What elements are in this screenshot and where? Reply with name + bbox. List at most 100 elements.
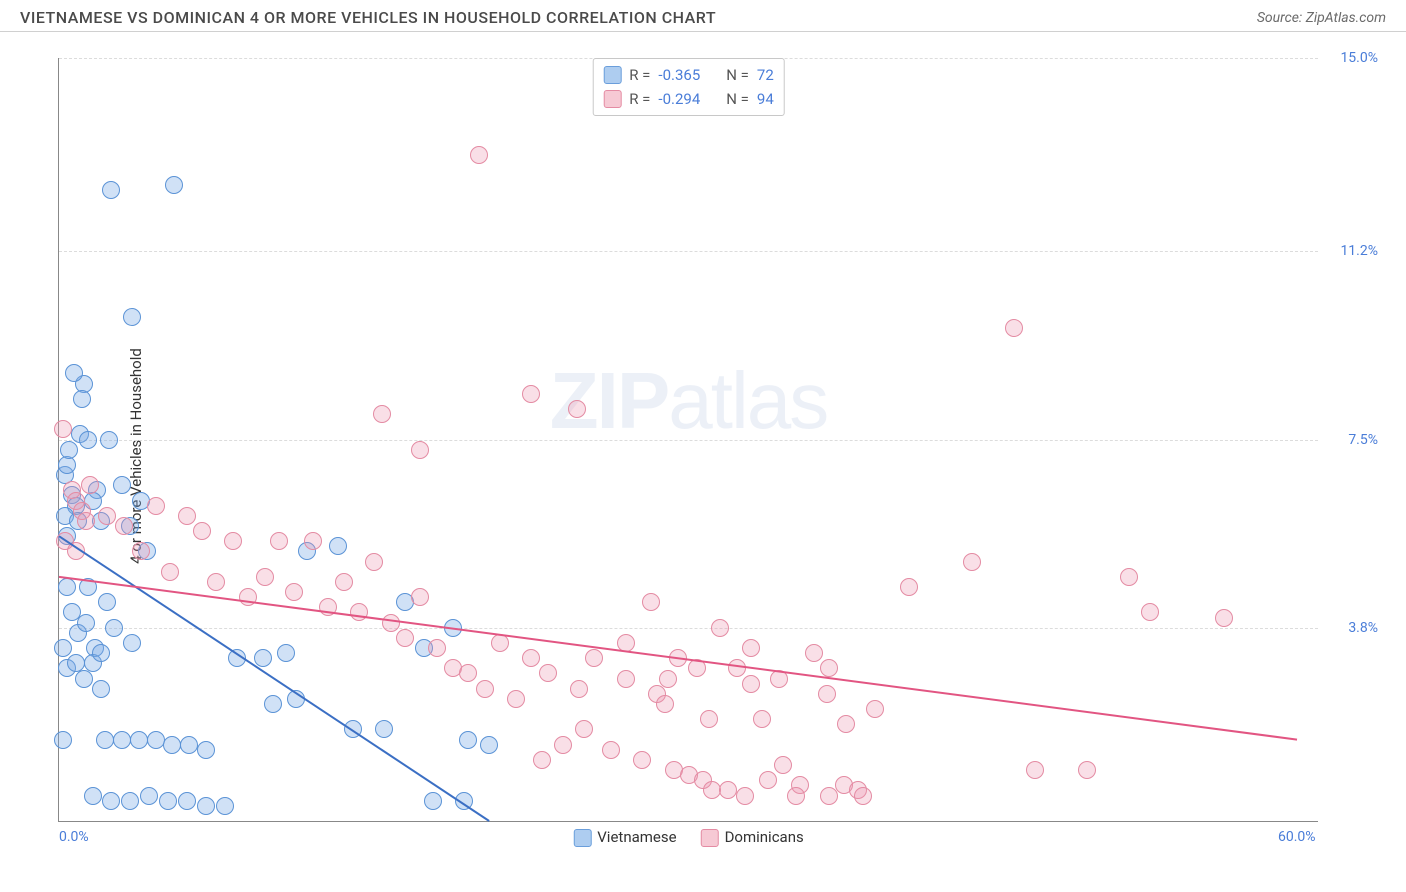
data-point xyxy=(617,634,635,652)
data-point xyxy=(132,542,150,560)
data-point xyxy=(522,649,540,667)
data-point xyxy=(491,634,509,652)
data-point xyxy=(140,787,158,805)
data-point xyxy=(161,563,179,581)
data-point xyxy=(207,573,225,591)
data-point xyxy=(123,634,141,652)
x-tick-label: 0.0% xyxy=(59,829,89,845)
watermark-zip: ZIP xyxy=(550,356,668,445)
data-point xyxy=(60,441,78,459)
data-point xyxy=(197,741,215,759)
data-point xyxy=(67,542,85,560)
data-point xyxy=(123,308,141,326)
legend-label: Vietnamese xyxy=(597,828,676,846)
data-point xyxy=(1078,761,1096,779)
data-point xyxy=(480,736,498,754)
data-point xyxy=(476,680,494,698)
data-point xyxy=(1120,568,1138,586)
data-point xyxy=(147,497,165,515)
data-point xyxy=(455,792,473,810)
data-point xyxy=(96,731,114,749)
chart-container: 4 or more Vehicles in Household ZIPatlas… xyxy=(20,40,1386,872)
stat-row: R =-0.365N =72 xyxy=(603,63,774,87)
x-tick-label: 60.0% xyxy=(1278,829,1316,845)
data-point xyxy=(193,522,211,540)
data-point xyxy=(736,787,754,805)
legend-swatch xyxy=(573,829,591,847)
data-point xyxy=(411,441,429,459)
data-point xyxy=(470,146,488,164)
data-point xyxy=(77,512,95,530)
data-point xyxy=(820,787,838,805)
data-point xyxy=(228,649,246,667)
data-point xyxy=(79,431,97,449)
data-point xyxy=(688,659,706,677)
source-label: Source: xyxy=(1257,10,1306,26)
data-point xyxy=(742,639,760,657)
source-value: ZipAtlas.com xyxy=(1306,10,1386,26)
data-point xyxy=(459,731,477,749)
data-point xyxy=(411,588,429,606)
data-point xyxy=(459,664,477,682)
data-point xyxy=(121,792,139,810)
data-point xyxy=(617,670,635,688)
data-point xyxy=(224,532,242,550)
data-point xyxy=(900,578,918,596)
stat-r-value: -0.365 xyxy=(658,63,700,87)
gridline xyxy=(59,440,1318,441)
series-swatch xyxy=(603,66,621,84)
watermark: ZIPatlas xyxy=(550,355,827,447)
data-point xyxy=(277,644,295,662)
data-point xyxy=(424,792,442,810)
data-point xyxy=(54,420,72,438)
data-point xyxy=(159,792,177,810)
data-point xyxy=(818,685,836,703)
data-point xyxy=(113,731,131,749)
data-point xyxy=(568,400,586,418)
chart-title: VIETNAMESE VS DOMINICAN 4 OR MORE VEHICL… xyxy=(20,8,716,27)
y-tick-label: 7.5% xyxy=(1323,432,1378,448)
data-point xyxy=(642,593,660,611)
data-point xyxy=(270,532,288,550)
data-point xyxy=(92,680,110,698)
data-point xyxy=(585,649,603,667)
y-tick-label: 15.0% xyxy=(1323,50,1378,66)
data-point xyxy=(837,715,855,733)
data-point xyxy=(304,532,322,550)
data-point xyxy=(1026,761,1044,779)
y-tick-label: 3.8% xyxy=(1323,620,1378,636)
data-point xyxy=(105,619,123,637)
data-point xyxy=(507,690,525,708)
data-point xyxy=(73,390,91,408)
data-point xyxy=(703,781,721,799)
data-point xyxy=(373,405,391,423)
data-point xyxy=(285,583,303,601)
data-point xyxy=(575,720,593,738)
data-point xyxy=(335,573,353,591)
data-point xyxy=(102,181,120,199)
data-point xyxy=(396,629,414,647)
stat-n-label: N = xyxy=(726,87,749,111)
data-point xyxy=(197,797,215,815)
data-point xyxy=(444,619,462,637)
data-point xyxy=(659,670,677,688)
plot-area: ZIPatlas R =-0.365N =72R =-0.294N =94 Vi… xyxy=(58,58,1318,822)
data-point xyxy=(854,787,872,805)
legend-item: Vietnamese xyxy=(573,828,676,847)
data-point xyxy=(147,731,165,749)
data-point xyxy=(54,639,72,657)
data-point xyxy=(287,690,305,708)
legend-label: Dominicans xyxy=(725,828,804,846)
stat-row: R =-0.294N =94 xyxy=(603,87,774,111)
data-point xyxy=(165,176,183,194)
data-point xyxy=(54,731,72,749)
data-point xyxy=(533,751,551,769)
data-point xyxy=(113,476,131,494)
data-point xyxy=(656,695,674,713)
data-point xyxy=(350,603,368,621)
data-point xyxy=(102,792,120,810)
data-point xyxy=(100,431,118,449)
regression-line xyxy=(59,536,489,821)
data-point xyxy=(428,639,446,657)
stat-n-label: N = xyxy=(726,63,749,87)
